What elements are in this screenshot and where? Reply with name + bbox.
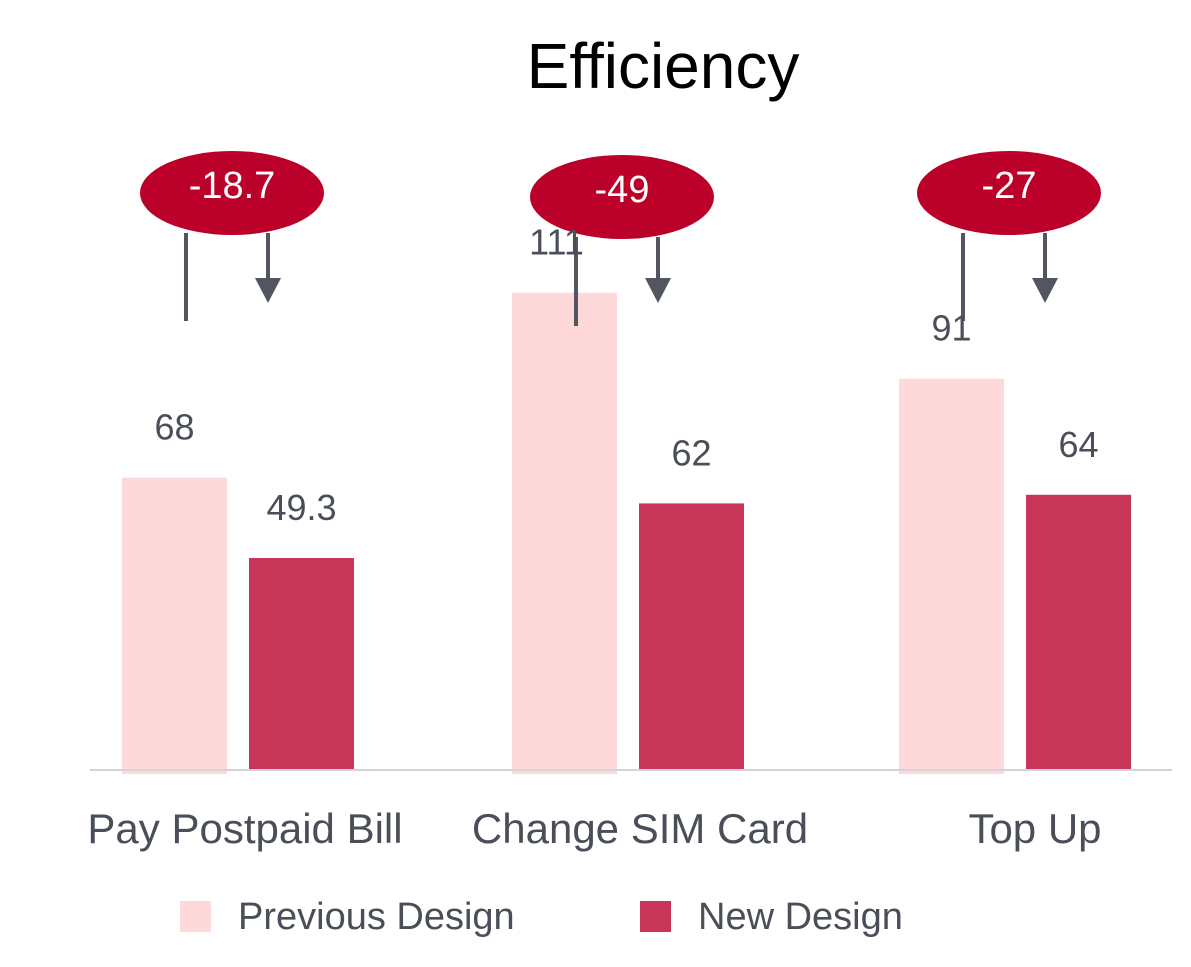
- delta-badge: [917, 151, 1101, 235]
- value-label: 64: [1058, 424, 1098, 465]
- delta-value: -27: [982, 165, 1037, 207]
- delta-annotations: -18.7 -49 -27: [140, 151, 1101, 326]
- delta-value: -18.7: [189, 165, 276, 207]
- category-label: Top Up: [968, 805, 1101, 852]
- delta-badge: [530, 155, 714, 239]
- legend-label: New Design: [698, 896, 903, 938]
- bars-layer: [122, 292, 1131, 774]
- down-arrow-head-icon: [255, 278, 281, 303]
- bar-previous-2: [899, 378, 1004, 774]
- category-label: Change SIM Card: [472, 805, 808, 852]
- legend: Previous Design New Design: [180, 896, 903, 938]
- bar-new-1: [639, 503, 744, 770]
- legend-swatch-previous: [180, 901, 211, 932]
- bar-previous-1: [512, 292, 617, 774]
- value-label: 49.3: [266, 487, 336, 528]
- value-label: 62: [671, 432, 711, 473]
- category-label: Pay Postpaid Bill: [87, 805, 402, 852]
- value-label: 68: [154, 407, 194, 448]
- bar-new-0: [249, 558, 354, 770]
- bar-previous-0: [122, 477, 227, 774]
- legend-label: Previous Design: [238, 896, 515, 938]
- value-label: 111: [529, 222, 584, 263]
- chart-title: Efficiency: [527, 30, 800, 102]
- value-label: 91: [931, 308, 971, 349]
- down-arrow-head-icon: [1032, 278, 1058, 303]
- labels-layer: 68 49.3 Pay Postpaid Bill 111 62 Change SIM C…: [87, 222, 1101, 852]
- down-arrow-head-icon: [645, 278, 671, 303]
- delta-badge: [140, 151, 324, 235]
- legend-swatch-new: [640, 901, 671, 932]
- delta-value: -49: [595, 169, 650, 211]
- bar-new-2: [1026, 494, 1131, 770]
